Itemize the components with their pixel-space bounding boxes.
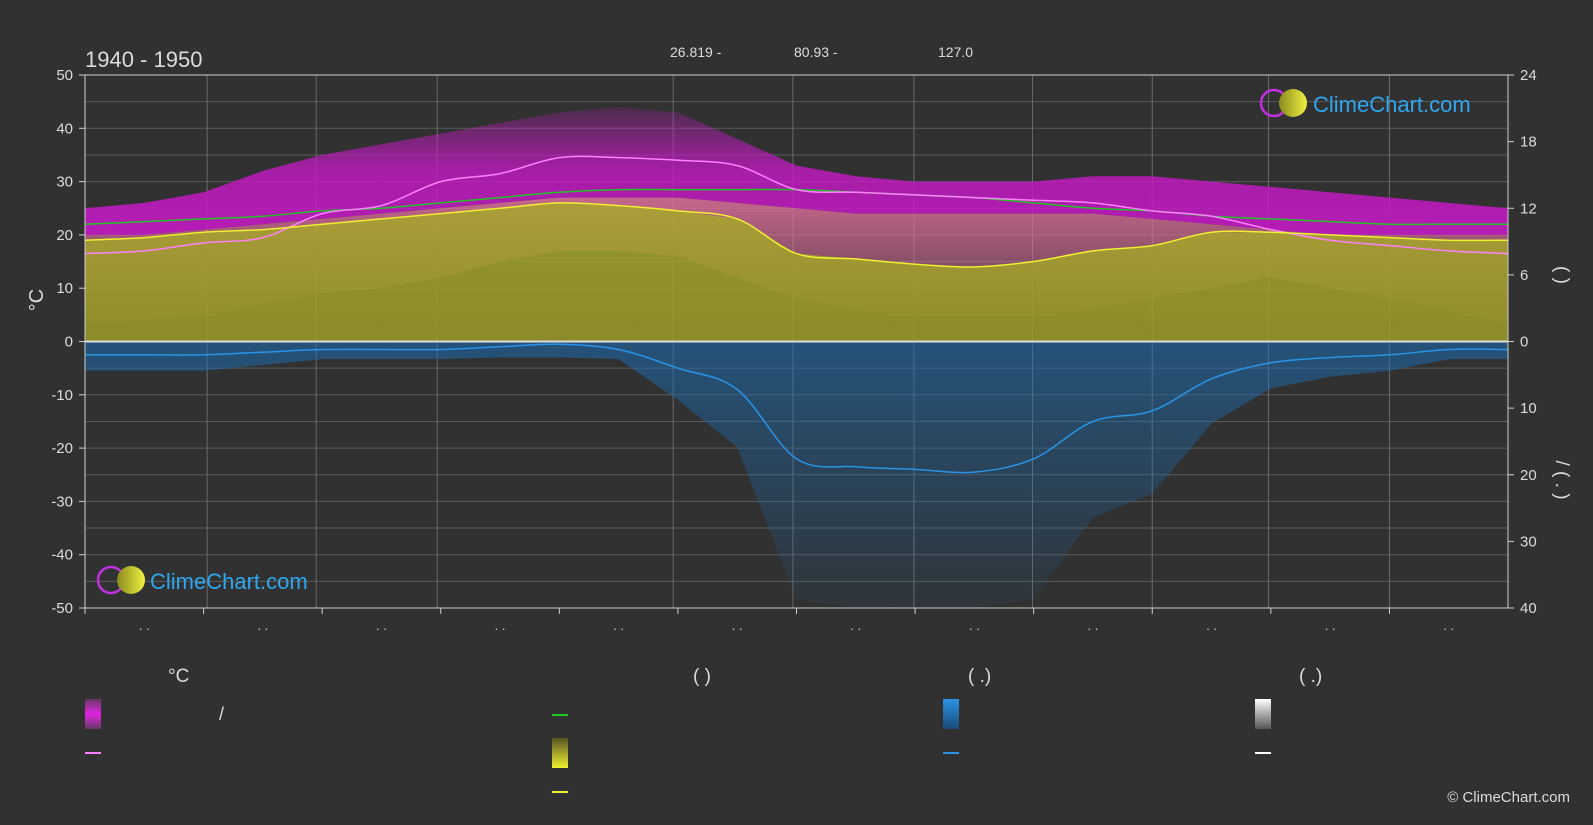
period-title: 1940 - 1950 [85,47,202,72]
x-tick-label: . . [257,618,268,633]
x-tick-label: . . [1443,618,1454,633]
legend-swatch-precip-line [943,752,959,754]
x-tick-label: . . [613,618,624,633]
right-tick-label-lower: 20 [1520,467,1537,484]
logo-top[interactable]: ClimeChart.com [1259,88,1471,118]
legend-swatch-snow-band [1255,699,1271,729]
y-tick-label: -10 [51,387,73,404]
x-tick-label: . . [376,618,387,633]
legend-swatch-precip-band [943,699,959,729]
logo-sun-icon [1279,89,1307,117]
y-tick-label: 50 [56,67,73,84]
legend-swatch-snow-line [1255,752,1271,754]
coordinate-elevation: 127.0 [938,44,973,60]
right-tick-label-upper: 6 [1520,267,1528,284]
x-tick-label: . . [495,618,506,633]
right-axis-label-upper: ( ) [1551,266,1572,284]
legend-slash: / [219,704,224,724]
legend-swatch-sunshine-band [552,738,568,768]
logo-text-top: ClimeChart.com [1313,92,1471,117]
legend-header-temperature: °C [168,666,189,687]
copyright: © ClimeChart.com [1447,789,1570,806]
right-tick-label-upper: 18 [1520,134,1537,151]
legend-swatch-mean-temp [85,752,101,754]
x-tick-label: . . [1325,618,1336,633]
x-tick-label: . . [1088,618,1099,633]
right-tick-label-lower: 40 [1520,600,1537,617]
legend: °C ( ) ( .) ( .) / [85,666,1322,793]
y-tick-label: -20 [51,440,73,457]
legend-swatch-sunshine-line [552,791,568,793]
y-tick-label: 30 [56,174,73,191]
coordinate-longitude: 80.93 - [794,44,838,60]
legend-header-snow: ( .) [1299,666,1322,687]
legend-swatch-daylight [552,714,568,716]
y-tick-label: 0 [65,334,73,351]
sunshine-band [85,202,1508,342]
data-bands [85,107,1508,608]
right-tick-label-lower: 30 [1520,533,1537,550]
legend-header-precipitation: ( .) [968,666,991,687]
logo-bottom[interactable]: ClimeChart.com [96,565,308,595]
right-tick-label-upper: 0 [1520,334,1528,351]
x-tick-label: . . [139,618,150,633]
y-tick-label: -50 [51,600,73,617]
right-axis-label-lower: / ( . ) [1551,460,1572,499]
legend-swatch-max-temp [85,699,101,729]
y-tick-label: -40 [51,547,73,564]
y-tick-label: 20 [56,227,73,244]
legend-header-sunshine: ( ) [693,666,711,687]
data-lines [84,155,1509,474]
y-tick-label: -30 [51,493,73,510]
axes: 50 40 30 20 10 0 -10 -20 -30 -40 -50 24 18 12 6 0 10 20 30… [51,67,1536,633]
coordinate-latitude: 26.819 - [670,44,722,60]
y-axis-label: °C [26,289,48,311]
y-tick-label: 40 [56,120,73,137]
logo-text-bottom: ClimeChart.com [150,569,308,594]
x-tick-label: . . [850,618,861,633]
right-tick-label-lower: 10 [1520,400,1537,417]
precipitation-band [85,341,1508,608]
x-tick-label: . . [969,618,980,633]
logo-sun-icon [117,566,145,594]
y-tick-label: 10 [56,280,73,297]
x-tick-label: . . [732,618,743,633]
sunshine-line [84,202,1509,268]
right-tick-label-upper: 24 [1520,67,1537,84]
precipitation-line [84,343,1509,474]
mean-temp-line [84,155,1509,255]
x-tick-label: . . [1206,618,1217,633]
right-tick-label-upper: 12 [1520,200,1537,217]
